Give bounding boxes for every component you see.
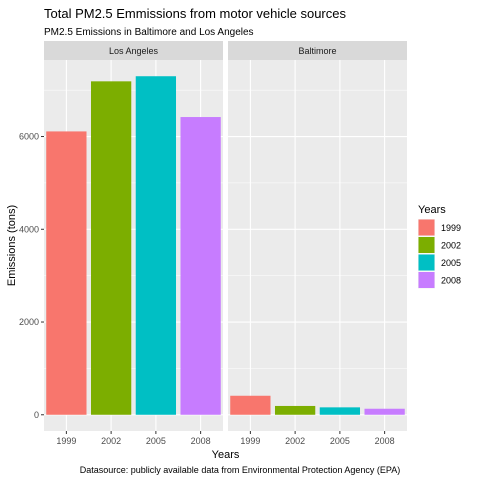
panel-label: Los Angeles [109,46,159,56]
x-tick-label: 2005 [146,436,166,446]
bar-2002 [90,81,132,415]
legend-swatch-2008 [418,272,435,288]
y-tick-label: 2000 [19,317,39,327]
x-tick-label: 1999 [240,436,260,446]
bar-1999 [46,131,87,415]
bar-1999 [230,395,271,415]
panel-label: Baltimore [298,46,336,56]
legend-items: 1999 2002 2005 2008 [418,219,461,289]
y-axis-label: Emissions (tons) [6,205,18,286]
x-tick-label: 2008 [375,436,395,446]
chart-title: Total PM2.5 Emmissions from motor vehicl… [44,6,346,21]
panel-grid [228,60,407,431]
panel-los-angeles: Los Angeles [44,41,223,431]
panel-baltimore: Baltimore [228,41,407,431]
chart-subtitle: PM2.5 Emissions in Baltimore and Los Ang… [44,27,254,38]
y-axis: 0 2000 4000 6000 [19,132,44,420]
y-tick-label: 6000 [19,132,39,142]
legend-label: 2005 [441,258,461,268]
legend: Years 1999 2002 2005 2008 [418,204,461,289]
x-axis: 1999 2002 2005 2008 1999 2002 2005 2008 [56,431,395,446]
bar-2008 [180,117,221,415]
legend-title: Years [418,204,446,216]
x-tick-label: 2002 [101,436,121,446]
panel-strip [228,41,407,60]
x-axis-label: Years [212,449,240,461]
legend-swatch-1999 [418,219,435,236]
panel-background [228,60,407,431]
bar-2005 [135,76,177,415]
x-tick-label: 2002 [285,436,305,446]
y-tick-label: 4000 [19,224,39,234]
legend-label: 2002 [441,241,461,251]
legend-label: 2008 [441,276,461,286]
bar-2005 [319,407,361,415]
y-tick-label: 0 [34,410,39,420]
x-tick-label: 2008 [191,436,211,446]
panel-strip [44,41,223,60]
legend-swatch-2002 [418,237,435,253]
bar-2008 [364,408,405,415]
chart-caption: Datasource: publicly available data from… [80,465,401,475]
x-tick-label: 1999 [56,436,76,446]
panel-bars [46,76,221,415]
legend-swatch-2005 [418,254,435,271]
x-tick-label: 2005 [330,436,350,446]
panel-bars [230,395,405,415]
bar-2002 [274,405,316,415]
legend-label: 1999 [441,223,461,233]
